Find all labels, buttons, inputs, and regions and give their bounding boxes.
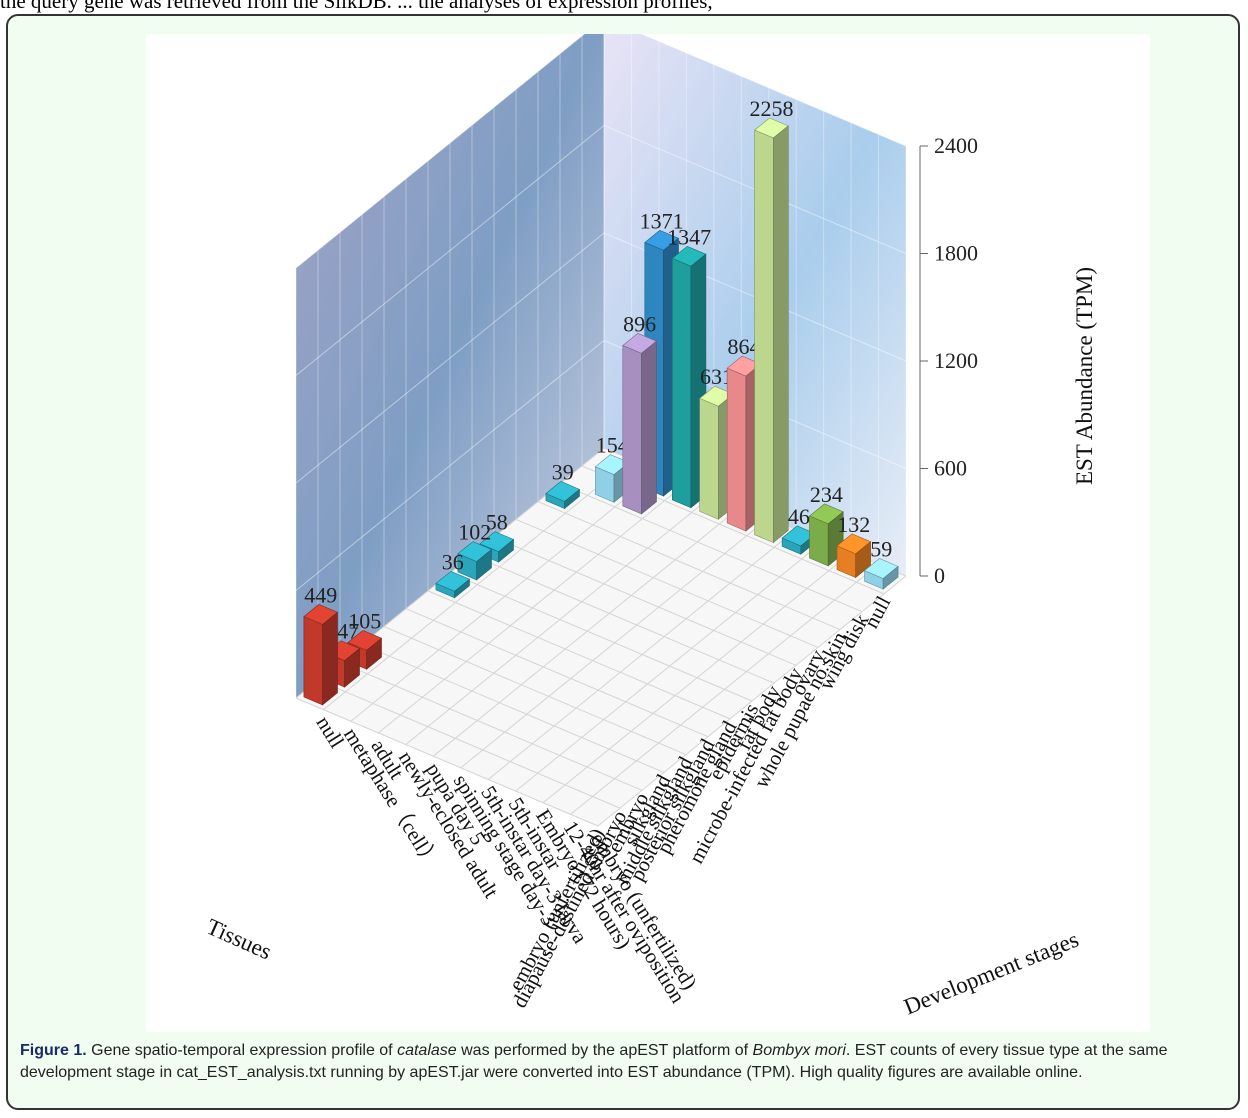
bar-value-label: 132 bbox=[837, 512, 870, 537]
figure-box: 3939137115413478966315886410222583646234… bbox=[6, 14, 1240, 1110]
floor-gridline bbox=[383, 626, 687, 756]
bar-3d-chart: 3939137115413478966315886410222583646234… bbox=[203, 34, 1097, 1020]
bar-value-label: 234 bbox=[810, 482, 843, 507]
z-gridline bbox=[295, 232, 907, 484]
bar-side bbox=[344, 647, 360, 688]
floor-gridline bbox=[432, 505, 742, 757]
bar-side bbox=[641, 340, 657, 515]
floor-gridline bbox=[487, 529, 797, 780]
floor-gridline bbox=[317, 679, 621, 809]
bar: 39 bbox=[545, 460, 581, 510]
bar-side bbox=[498, 538, 514, 563]
bar-value-label: 1371 bbox=[640, 208, 684, 233]
floor-gridline bbox=[570, 563, 879, 815]
bar-face bbox=[809, 515, 829, 567]
bar-side bbox=[322, 611, 338, 706]
bar: 154 bbox=[594, 433, 630, 503]
z-gridline bbox=[295, 339, 907, 591]
bar-face bbox=[699, 397, 719, 520]
bar-value-label: 896 bbox=[623, 311, 656, 336]
z-tick-label: 0 bbox=[934, 563, 945, 588]
floor-gridline bbox=[515, 518, 819, 648]
caption-species: Bombyx mori bbox=[752, 1042, 846, 1059]
floor-gridline bbox=[449, 572, 753, 702]
z-tick-label: 2400 bbox=[934, 133, 978, 158]
floor-gridline bbox=[542, 552, 852, 804]
bar-value-label: 59 bbox=[870, 537, 892, 562]
bar: 102 bbox=[457, 520, 493, 581]
bar: 36 bbox=[435, 549, 471, 599]
caption-gene: catalase bbox=[397, 1042, 457, 1059]
bar-value-label: 102 bbox=[458, 520, 491, 545]
floor-gridline bbox=[405, 494, 715, 745]
floor-gridline bbox=[537, 501, 841, 631]
bar-value-label: 2258 bbox=[750, 96, 794, 121]
z-gridline bbox=[295, 34, 907, 269]
bar: 132 bbox=[836, 512, 872, 579]
floor-gridline bbox=[460, 517, 770, 769]
bar-value-label: 39 bbox=[552, 460, 574, 485]
bar-side bbox=[855, 541, 871, 579]
bar: 896 bbox=[622, 311, 658, 515]
left-back-wall bbox=[296, 34, 604, 698]
z-axis-title: EST Abundance (TPM) bbox=[1072, 267, 1097, 485]
floor-gridline bbox=[339, 661, 643, 791]
y-axis-title: Development stages bbox=[900, 927, 1082, 1020]
bar-value-label: 36 bbox=[442, 549, 464, 574]
floor-gridline bbox=[405, 608, 709, 738]
bar-face bbox=[726, 367, 747, 532]
z-gridline bbox=[295, 124, 907, 376]
floor-gridline bbox=[427, 590, 731, 720]
floor-gridline bbox=[378, 482, 687, 734]
bar-side bbox=[366, 637, 382, 670]
floor-gridline bbox=[471, 554, 775, 684]
floor-gridline bbox=[597, 575, 907, 827]
bar-side bbox=[882, 565, 899, 590]
bar-face bbox=[754, 129, 774, 544]
floor-gridline bbox=[350, 470, 660, 722]
bar-face bbox=[671, 257, 692, 509]
bar-value-label: 449 bbox=[304, 582, 337, 607]
floor-gridline bbox=[559, 483, 863, 613]
bar-value-label: 58 bbox=[486, 510, 508, 535]
bar: 59 bbox=[863, 537, 899, 590]
figure-caption: Figure 1. Gene spatio-temporal expressio… bbox=[20, 1040, 1226, 1084]
x-axis-title: Tissues bbox=[203, 914, 276, 965]
floor-gridline bbox=[323, 459, 632, 711]
chart-area: 3939137115413478966315886410222583646234… bbox=[146, 34, 1150, 1032]
bar-value-label: 105 bbox=[348, 608, 381, 633]
preceding-body-text: the query gene was retrieved from the Si… bbox=[0, 0, 713, 13]
bar: 234 bbox=[808, 482, 844, 567]
floor-gridline bbox=[361, 643, 665, 773]
z-tick-label: 600 bbox=[934, 456, 967, 481]
z-tick-label: 1200 bbox=[934, 348, 978, 373]
bar-side bbox=[772, 125, 789, 544]
z-tick-label: 1800 bbox=[934, 241, 978, 266]
figure-label: Figure 1. bbox=[20, 1042, 87, 1059]
bar-face bbox=[622, 345, 642, 515]
caption-text-3: . EST counts of every tissue type at the… bbox=[20, 1042, 1168, 1081]
bar-side bbox=[454, 578, 470, 599]
caption-text-2: was performed by the apEST platform of bbox=[456, 1042, 753, 1059]
bar-value-label: 46 bbox=[788, 504, 810, 529]
caption-text-1: Gene spatio-temporal expression profile … bbox=[86, 1042, 398, 1059]
bar-side bbox=[476, 548, 492, 581]
floor-gridline bbox=[515, 540, 824, 792]
bar: 2258 bbox=[750, 96, 794, 544]
floor-gridline bbox=[493, 536, 797, 666]
bar: 449 bbox=[303, 582, 339, 706]
bar-side bbox=[564, 488, 580, 510]
bar-value-label: 1347 bbox=[667, 224, 711, 249]
bar-face bbox=[303, 616, 323, 706]
floor-gridline bbox=[295, 697, 599, 827]
